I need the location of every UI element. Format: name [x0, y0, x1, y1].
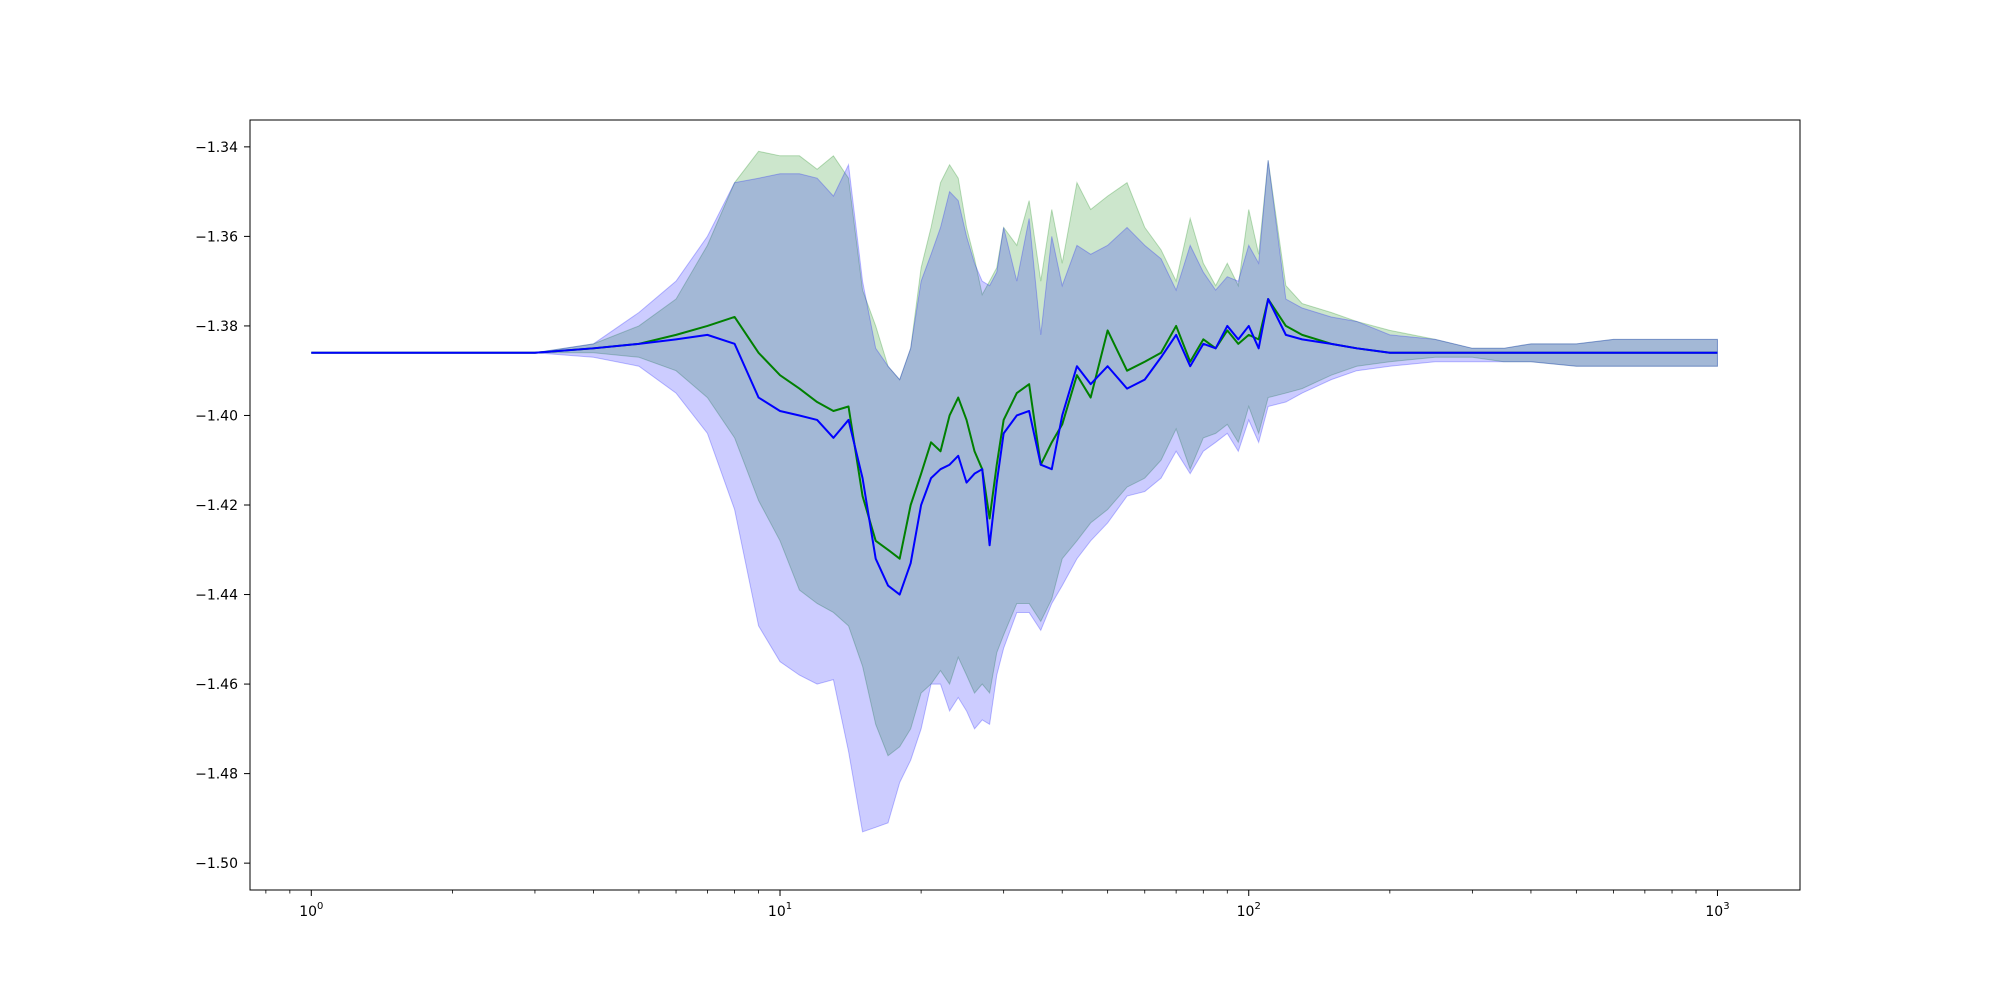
y-axis: −1.34 −1.36 −1.38 −1.40 −1.42 −1.44 −1.46 −1.48… — [195, 140, 250, 872]
y-tick-label: −1.40 — [195, 408, 238, 424]
y-tick-label: −1.34 — [195, 140, 238, 156]
x-axis: 100 101 102 103 — [265, 890, 1730, 920]
series-1-line — [311, 298, 1718, 596]
y-tick-label: −1.50 — [195, 856, 238, 872]
y-tick-label: −1.38 — [195, 319, 238, 335]
y-tick-label: −1.46 — [195, 677, 238, 693]
series-lines — [311, 298, 1718, 596]
y-tick-label: −1.44 — [195, 588, 238, 604]
x-tick-label: 103 — [1705, 901, 1729, 920]
y-tick-label: −1.42 — [195, 498, 238, 514]
y-tick-label: −1.36 — [195, 229, 238, 245]
y-tick-label: −1.48 — [195, 767, 238, 783]
x-tick-label: 101 — [768, 901, 792, 920]
x-tick-label: 100 — [299, 901, 323, 920]
x-tick-label: 102 — [1237, 901, 1261, 920]
